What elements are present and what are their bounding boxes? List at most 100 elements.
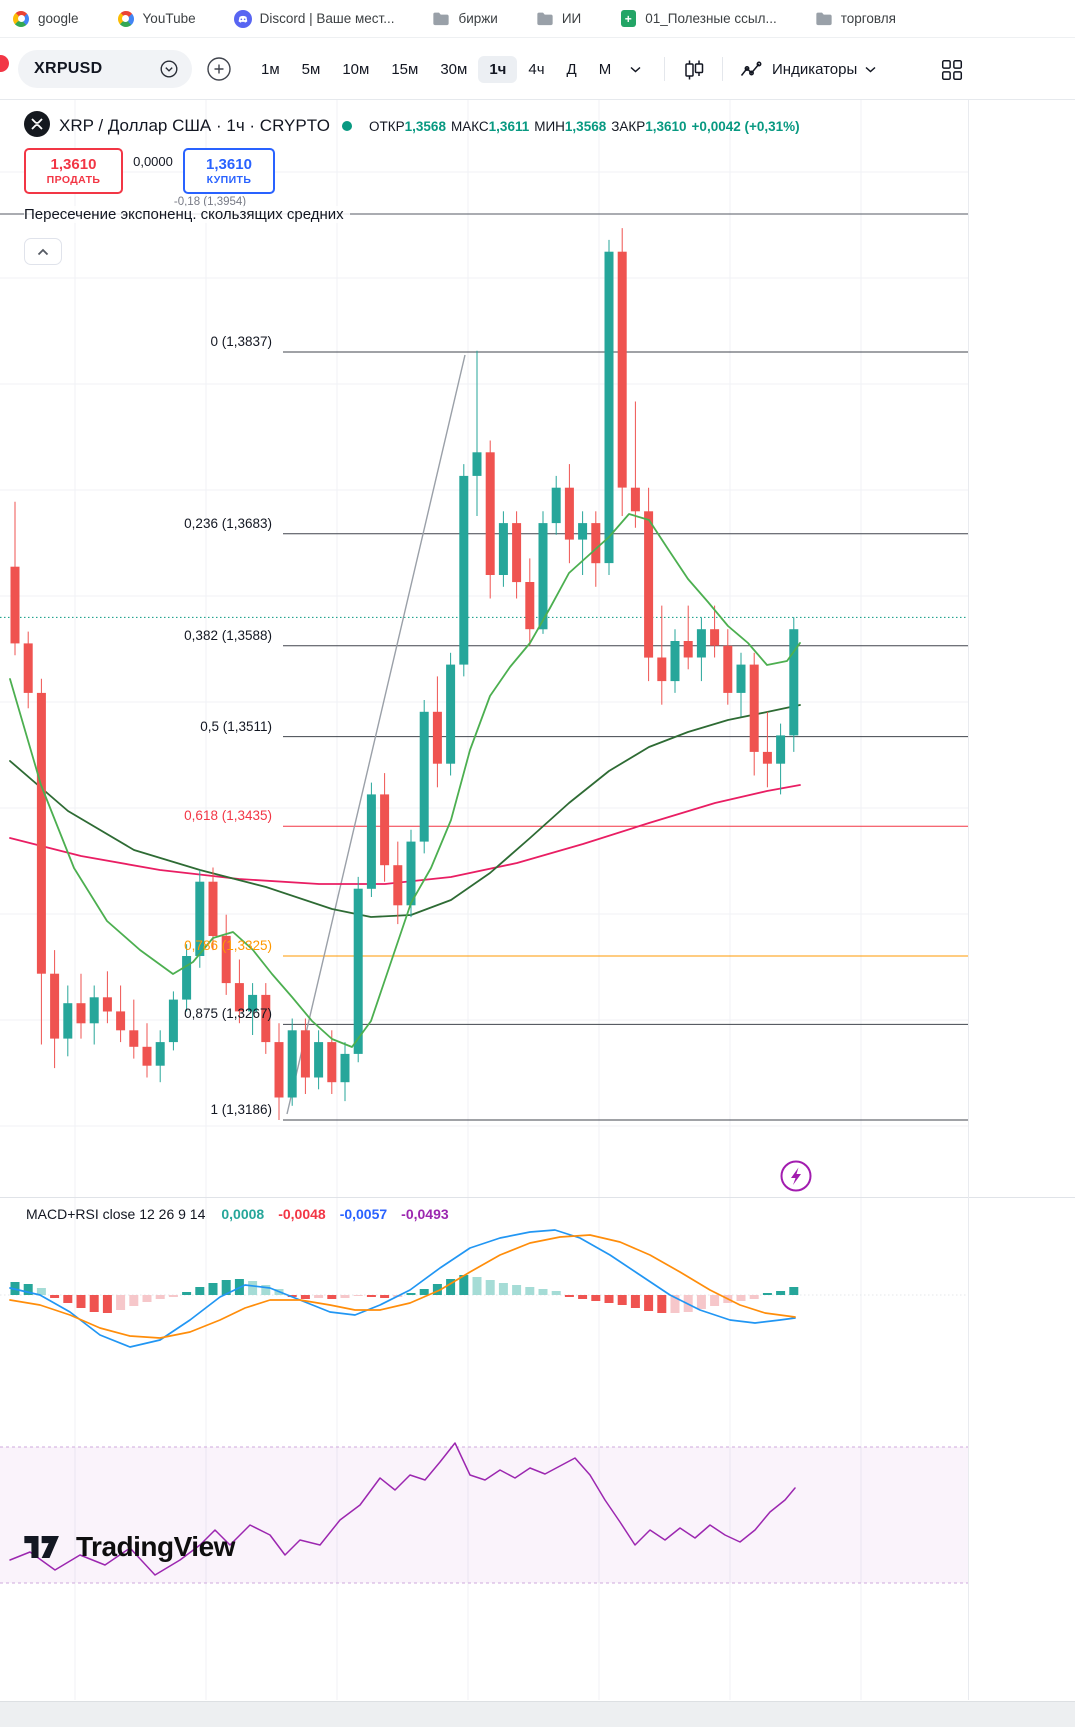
buy-button[interactable]: 1,3610 КУПИТЬ (183, 148, 275, 194)
google-icon (117, 10, 135, 28)
sell-label: ПРОДАТЬ (46, 174, 101, 186)
toolbar-separator (722, 57, 723, 81)
folder-icon (815, 10, 833, 28)
timeframe-1м[interactable]: 1м (250, 56, 291, 83)
buy-price: 1,3610 (206, 156, 252, 173)
symbol-dropdown-icon[interactable] (158, 58, 180, 80)
bookmark-label: 01_Полезные ссыл... (645, 11, 777, 26)
layout-grid-button[interactable] (936, 54, 968, 86)
discord-icon (233, 9, 252, 28)
indicators-button[interactable]: Индикаторы (738, 54, 876, 84)
ohlc-value: 1,3568 (404, 118, 446, 134)
price-change: +0,0042 (+0,31%) (691, 118, 800, 134)
fib-level-label: 1 (1,3186) (210, 1102, 272, 1117)
timeframe-expand-button[interactable] (622, 61, 649, 78)
macd-legend: MACD+RSI close 12 26 9 14 0,0008 -0,0048-… (26, 1206, 449, 1222)
macd-value: -0,0048 (278, 1206, 326, 1222)
price-scale-border (968, 100, 969, 1700)
instant-trading-button[interactable] (778, 1158, 814, 1194)
watermark-text: TradingView (76, 1531, 235, 1562)
bookmark-item[interactable]: биржи (432, 10, 498, 28)
indicators-label: Индикаторы (772, 60, 858, 78)
timeframe-Д[interactable]: Д (556, 56, 588, 83)
google-icon (12, 10, 30, 28)
chevron-down-icon (865, 66, 876, 73)
fib-level-label: 0,786 (1,3325) (184, 938, 272, 953)
notification-dot (0, 55, 9, 72)
timeframe-1ч[interactable]: 1ч (478, 55, 518, 83)
tradingview-logo-icon (24, 1536, 59, 1558)
sell-price: 1,3610 (50, 156, 97, 173)
chart-style-button[interactable] (678, 54, 710, 86)
ema-cross-indicator-label[interactable]: Пересечение экспоненц. скользящих средни… (24, 206, 350, 223)
fib-level-label: 0,5 (1,3511) (200, 719, 272, 734)
fib-level-label: 0,875 (1,3267) (184, 1006, 272, 1021)
bookmark-label: google (38, 11, 79, 26)
bookmark-label: Discord | Ваше мест... (259, 11, 395, 26)
add-symbol-button[interactable] (204, 54, 234, 84)
collapse-legend-button[interactable] (24, 238, 62, 265)
bookmark-item[interactable]: ИИ (536, 10, 581, 28)
symbol-label: XRPUSD (34, 60, 103, 77)
xrp-logo-icon (24, 110, 50, 142)
grid-layout-icon (941, 59, 963, 81)
toolbar-separator (664, 57, 665, 81)
timeframe-М[interactable]: М (588, 56, 623, 83)
bookmark-label: YouTube (142, 11, 196, 26)
ohlc-label: МИН (534, 118, 565, 134)
trade-widget: 1,3610 ПРОДАТЬ 0,0000 1,3610 КУПИТЬ (24, 148, 275, 194)
ohlc-label: МАКС (450, 118, 489, 134)
sell-button[interactable]: 1,3610 ПРОДАТЬ (24, 148, 123, 194)
pane-divider[interactable] (0, 1197, 1075, 1198)
ohlc-value: 1,3610 (645, 118, 687, 134)
macd-rsi-pane-canvas[interactable] (0, 1198, 1075, 1700)
bookmark-item[interactable]: 01_Полезные ссыл... (619, 10, 777, 28)
sheets-icon (619, 10, 637, 28)
bookmark-label: ИИ (561, 11, 582, 26)
chart-legend: XRP / Доллар США · 1ч · CRYPTO ОТКР 1,356… (24, 110, 800, 142)
macd-values: 0,0008 -0,0048 -0,0057 -0,0493 (221, 1206, 448, 1222)
price-chart-canvas[interactable] (0, 100, 1075, 1197)
ohlc-values: ОТКР 1,3568 МАКС 1,3611 МИН 1,3568 ЗАКР 1,3610 +… (364, 119, 800, 134)
bookmark-label: биржи (458, 11, 498, 26)
fib-level-label: 0,618 (1,3435) (184, 808, 272, 823)
bookmark-item[interactable]: торговля (815, 10, 896, 28)
macd-indicator-title[interactable]: MACD+RSI close 12 26 9 14 (26, 1206, 206, 1222)
folder-icon (432, 10, 450, 28)
plus-circle-icon (207, 57, 231, 81)
timeframe-15м[interactable]: 15м (380, 56, 429, 83)
symbol-search-button[interactable]: XRPUSD (18, 50, 192, 88)
macd-value: -0,0057 (339, 1206, 388, 1222)
chevron-down-icon (630, 66, 641, 73)
fib-level-label: 0,236 (1,3683) (184, 516, 272, 531)
ohlc-label: ЗАКР (611, 118, 646, 134)
bookmark-item[interactable]: google (12, 10, 79, 28)
tradingview-watermark[interactable]: TradingView (22, 1528, 235, 1566)
candlestick-icon (685, 60, 704, 80)
timeframe-5м[interactable]: 5м (291, 56, 332, 83)
position-subvalue: -0,18 (1,3954) (173, 196, 247, 208)
buy-label: КУПИТЬ (206, 174, 252, 186)
timeframe-group: 1м 5м 10м 15м 30м 1ч 4ч Д М (250, 54, 649, 84)
timeframe-10м[interactable]: 10м (331, 56, 380, 83)
bookmark-item[interactable]: YouTube (117, 10, 196, 28)
timeframe-30м[interactable]: 30м (429, 56, 478, 83)
ohlc-value: 1,3611 (488, 118, 530, 134)
indicators-icon (740, 61, 762, 76)
bottom-bar (0, 1701, 1075, 1727)
macd-value: 0,0008 (221, 1206, 265, 1222)
ohlc-value: 1,3568 (564, 118, 607, 134)
timeframe-4ч[interactable]: 4ч (517, 56, 555, 83)
folder-icon (536, 10, 554, 28)
chevron-up-icon (37, 248, 49, 255)
chart-toolbar: XRPUSD 1м 5м 10м 15м 30м 1ч 4ч Д М Индикаторы (0, 38, 1075, 100)
status-dot (342, 121, 353, 131)
fib-level-label: 0,382 (1,3588) (184, 628, 272, 643)
spread-value: 0,0000 (133, 154, 173, 169)
symbol-title[interactable]: XRP / Доллар США · 1ч · CRYPTO (59, 116, 331, 135)
bookmark-item[interactable]: Discord | Ваше мест... (233, 9, 395, 28)
lightning-icon (780, 1160, 812, 1192)
bookmarks-bar: google YouTube Discord | Ваше мест... биржи… (0, 0, 1075, 38)
ohlc-label: ОТКР (369, 118, 405, 134)
